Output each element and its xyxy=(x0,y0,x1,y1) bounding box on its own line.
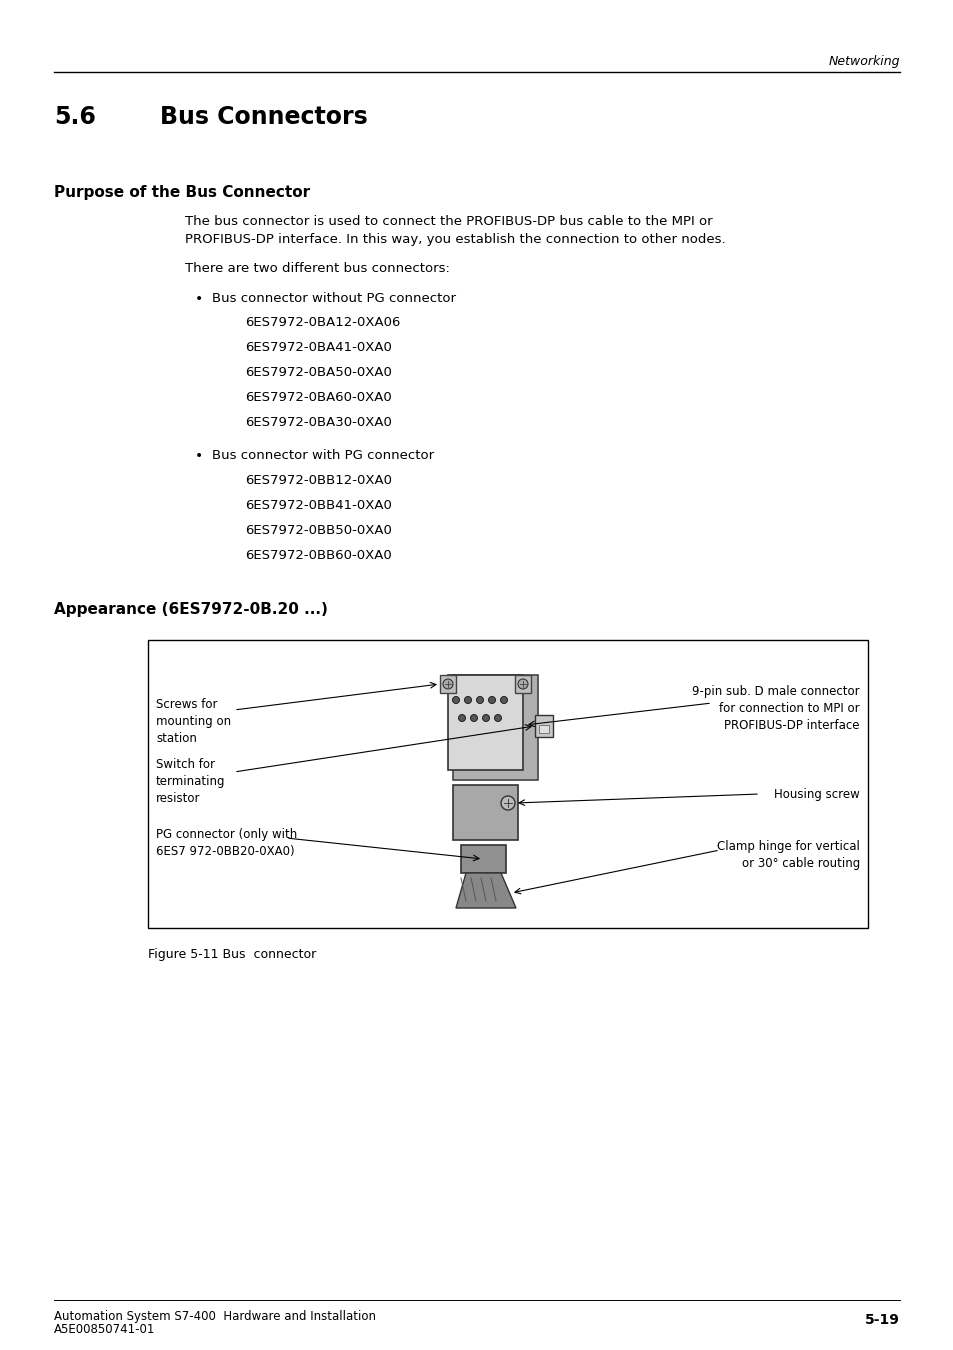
Text: 6ES7972-0BA60-0XA0: 6ES7972-0BA60-0XA0 xyxy=(245,392,392,404)
Text: Clamp hinge for vertical
or 30° cable routing: Clamp hinge for vertical or 30° cable ro… xyxy=(717,840,859,869)
Text: 6ES7972-0BA30-0XA0: 6ES7972-0BA30-0XA0 xyxy=(245,416,392,429)
Text: The bus connector is used to connect the PROFIBUS-DP bus cable to the MPI or: The bus connector is used to connect the… xyxy=(185,215,712,228)
Text: 6ES7972-0BA50-0XA0: 6ES7972-0BA50-0XA0 xyxy=(245,366,392,379)
Circle shape xyxy=(464,697,471,703)
Circle shape xyxy=(482,714,489,721)
Bar xyxy=(538,725,548,733)
Circle shape xyxy=(517,679,527,688)
Text: 6ES7972-0BB41-0XA0: 6ES7972-0BB41-0XA0 xyxy=(245,500,392,512)
Polygon shape xyxy=(456,873,516,909)
Circle shape xyxy=(470,714,477,721)
Text: 6ES7972-0BB50-0XA0: 6ES7972-0BB50-0XA0 xyxy=(245,524,392,537)
Text: 6ES7972-0BA12-0XA06: 6ES7972-0BA12-0XA06 xyxy=(245,316,400,329)
Text: 6ES7972-0BB60-0XA0: 6ES7972-0BB60-0XA0 xyxy=(245,549,392,562)
Text: Switch for
terminating
resistor: Switch for terminating resistor xyxy=(156,757,225,805)
Bar xyxy=(453,784,517,840)
Text: 9-pin sub. D male connector
for connection to MPI or
PROFIBUS-DP interface: 9-pin sub. D male connector for connecti… xyxy=(692,684,859,732)
Text: Appearance (6ES7972-0B.20 ...): Appearance (6ES7972-0B.20 ...) xyxy=(54,602,328,617)
Circle shape xyxy=(500,796,515,810)
Text: Housing screw: Housing screw xyxy=(774,788,859,801)
Circle shape xyxy=(452,697,459,703)
Circle shape xyxy=(476,697,483,703)
Circle shape xyxy=(458,714,465,721)
Bar xyxy=(439,675,456,693)
Text: Automation System S7-400  Hardware and Installation: Automation System S7-400 Hardware and In… xyxy=(54,1310,375,1323)
Text: Bus Connectors: Bus Connectors xyxy=(160,105,367,130)
Text: Figure 5-11 Bus  connector: Figure 5-11 Bus connector xyxy=(148,948,315,961)
Circle shape xyxy=(442,679,453,688)
Text: Screws for
mounting on
station: Screws for mounting on station xyxy=(156,698,231,745)
Text: Purpose of the Bus Connector: Purpose of the Bus Connector xyxy=(54,185,310,200)
Circle shape xyxy=(488,697,495,703)
Bar xyxy=(460,845,505,873)
Text: •: • xyxy=(194,450,203,463)
Text: Bus connector with PG connector: Bus connector with PG connector xyxy=(212,450,434,462)
Text: 6ES7972-0BB12-0XA0: 6ES7972-0BB12-0XA0 xyxy=(245,474,392,487)
Bar xyxy=(448,675,522,769)
Text: PG connector (only with
6ES7 972-0BB20-0XA0): PG connector (only with 6ES7 972-0BB20-0… xyxy=(156,828,297,859)
Bar xyxy=(535,716,553,737)
Text: Networking: Networking xyxy=(827,55,899,68)
Text: 6ES7972-0BA41-0XA0: 6ES7972-0BA41-0XA0 xyxy=(245,342,392,354)
Bar xyxy=(148,640,867,927)
Text: A5E00850741-01: A5E00850741-01 xyxy=(54,1323,155,1336)
Text: Bus connector without PG connector: Bus connector without PG connector xyxy=(212,292,456,305)
Text: 5.6: 5.6 xyxy=(54,105,95,130)
Text: •: • xyxy=(194,292,203,306)
Bar xyxy=(515,675,531,693)
Circle shape xyxy=(494,714,501,721)
Bar xyxy=(453,675,537,780)
Text: There are two different bus connectors:: There are two different bus connectors: xyxy=(185,262,450,275)
Text: 5-19: 5-19 xyxy=(864,1314,899,1327)
Circle shape xyxy=(500,697,507,703)
Text: PROFIBUS-DP interface. In this way, you establish the connection to other nodes.: PROFIBUS-DP interface. In this way, you … xyxy=(185,234,725,246)
